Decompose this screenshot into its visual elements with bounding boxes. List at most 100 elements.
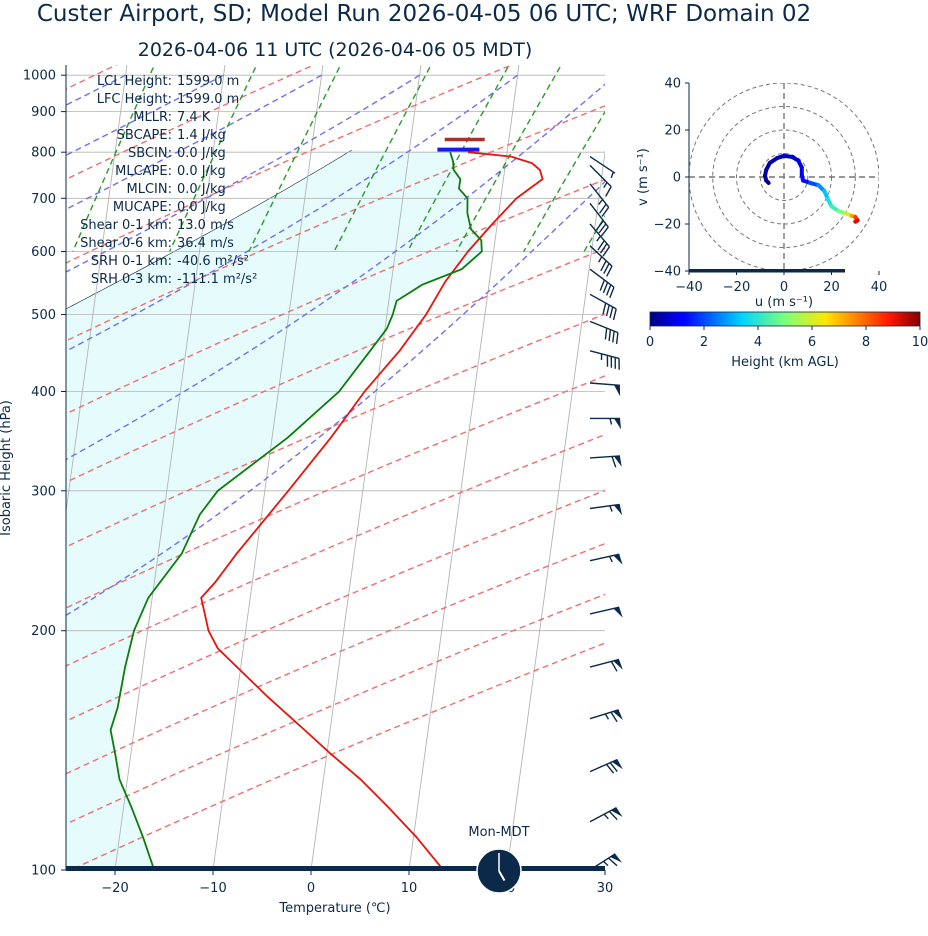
- y-tick-label: 100: [31, 864, 56, 879]
- parcel-region: [66, 149, 482, 870]
- isotherm-30: [604, 866, 605, 870]
- wind-barb: [589, 382, 621, 397]
- isotherm-0: [310, 65, 422, 870]
- annotation-label: MLCAPE:: [115, 164, 172, 179]
- wind-barb: [589, 202, 609, 237]
- annotation-value: 0.0 J/kg: [177, 182, 226, 197]
- hodograph-xlabel: u (m s⁻¹): [755, 295, 813, 310]
- annotation-value: 36.4 m/s: [177, 236, 234, 251]
- annotation-value: 13.0 m/s: [177, 218, 234, 233]
- annotation-label: LCL Height:: [97, 74, 172, 89]
- mixing-ratio-line: [333, 65, 432, 252]
- x-tick-label: −20: [101, 881, 128, 896]
- annotation-label: Shear 0-6 km:: [80, 236, 172, 251]
- wind-barb: [589, 606, 623, 618]
- dry-adiabat: [66, 178, 605, 415]
- colorbar-tick-label: 0: [646, 335, 654, 350]
- mixing-ratio-lines: [72, 65, 605, 252]
- wind-barb: [589, 503, 623, 516]
- dry-adiabat: [66, 375, 605, 609]
- isotherm--10: [212, 65, 324, 870]
- parcel-fill: [66, 150, 482, 870]
- hodograph-segment: [853, 218, 860, 224]
- range-ring: [712, 106, 856, 248]
- dry-adiabat: [66, 433, 605, 667]
- annotation-label: MLCIN:: [127, 182, 172, 197]
- hodo-x-tick-label: −20: [723, 280, 750, 295]
- profiles: [109, 151, 544, 870]
- mixing-ratio-line: [455, 65, 563, 252]
- wind-barb: [589, 320, 619, 344]
- temperature-trace: [200, 151, 544, 870]
- wind-barb: [589, 223, 611, 257]
- colorbar-tick-label: 6: [808, 335, 816, 350]
- hodo-y-tick-label: 0: [673, 171, 681, 186]
- wind-barb: [589, 758, 623, 774]
- isotherm-10: [408, 65, 520, 870]
- colorbar-tick-label: 10: [912, 335, 928, 350]
- moist-adiabat: [66, 74, 224, 157]
- wind-barb: [590, 417, 621, 430]
- mixing-ratio-line: [406, 65, 510, 252]
- annotation-label: Shear 0-1 km:: [80, 218, 172, 233]
- isotherm-40: [703, 65, 813, 870]
- annotation-label: LFC Height:: [97, 92, 172, 107]
- isotherm--20: [114, 65, 226, 870]
- wind-barb: [589, 245, 613, 277]
- wind-barb: [589, 183, 610, 217]
- hodo-x-tick-label: 20: [823, 280, 840, 295]
- stats-annotations: LCL Height: 1599.0 m LFC Height: 1599.0 m ML…: [80, 74, 257, 287]
- y-tick-label: 200: [31, 624, 56, 639]
- annotation-value: 1.4 J/kg: [177, 128, 226, 143]
- y-tick-label: 500: [31, 308, 56, 323]
- chart-subtitle: 2026-04-06 11 UTC (2026-04-06 05 MDT): [138, 39, 533, 61]
- y-tick-label: 700: [31, 192, 56, 207]
- mixing-ratio-line: [248, 65, 342, 252]
- wind-barbs: [589, 156, 623, 871]
- colorbar-label: Height (km AGL): [731, 355, 839, 370]
- annotation-value: 1599.0 m: [177, 74, 239, 89]
- wind-barb: [589, 553, 623, 565]
- hodograph-ylabel: v (m s⁻¹): [636, 148, 651, 206]
- hodograph-plot-area: [689, 83, 879, 271]
- colorbar-ticks: 0 2 4 6 8 10: [646, 326, 928, 350]
- hodo-y-tick-label: −40: [654, 265, 681, 280]
- chart-title: Custer Airport, SD; Model Run 2026-04-05…: [37, 1, 811, 27]
- annotation-label: MUCAPE:: [113, 200, 172, 215]
- height-colorbar: 0 2 4 6 8 10 Height (km AGL): [646, 311, 928, 370]
- isotherm-20: [506, 149, 605, 870]
- skewt-ylabel: Isobaric Height (hPa): [0, 400, 14, 536]
- isobar-gridlines: [66, 74, 605, 870]
- wind-barb: [589, 853, 622, 871]
- hodograph-panel: −40 −20 0 20 40 −40 −20 0 20 40 u (m s⁻¹) v (m s⁻…: [636, 77, 887, 311]
- hodo-x-tick-label: −40: [675, 280, 702, 295]
- dewpoint-trace: [109, 151, 483, 870]
- wind-barb: [589, 658, 623, 672]
- annotation-label: SBCAPE:: [117, 128, 172, 143]
- y-tick-label: 600: [31, 245, 56, 260]
- clock-hour-hand: [498, 870, 506, 882]
- mixing-ratio-line: [168, 65, 258, 252]
- x-tick-label: 30: [597, 881, 614, 896]
- annotation-value: -111.1 m²/s²: [177, 272, 257, 287]
- annotation-label: MLLR:: [133, 110, 172, 125]
- isotherms: [66, 65, 813, 870]
- wind-barb: [589, 806, 623, 823]
- moist-adiabat: [66, 83, 605, 461]
- colorbar-tick-label: 2: [700, 335, 708, 350]
- wind-barb: [589, 455, 622, 468]
- wind-barb: [589, 164, 612, 197]
- moist-adiabats: [66, 74, 605, 617]
- hodo-x-tick-label: 0: [780, 280, 788, 295]
- dry-adiabats: [66, 65, 605, 870]
- colorbar-gradient: [649, 311, 921, 327]
- hodograph-axes: −40 −20 0 20 40 −40 −20 0 20 40: [654, 77, 888, 296]
- annotation-label: SBCIN:: [128, 146, 172, 161]
- wind-barb: [589, 709, 623, 723]
- moist-adiabat: [66, 74, 519, 353]
- mixing-ratio-line: [523, 110, 605, 252]
- annotation-value: 0.0 J/kg: [177, 164, 226, 179]
- clock-icon: [476, 848, 522, 894]
- ground-bar: [66, 866, 605, 871]
- wind-barb: [589, 156, 616, 179]
